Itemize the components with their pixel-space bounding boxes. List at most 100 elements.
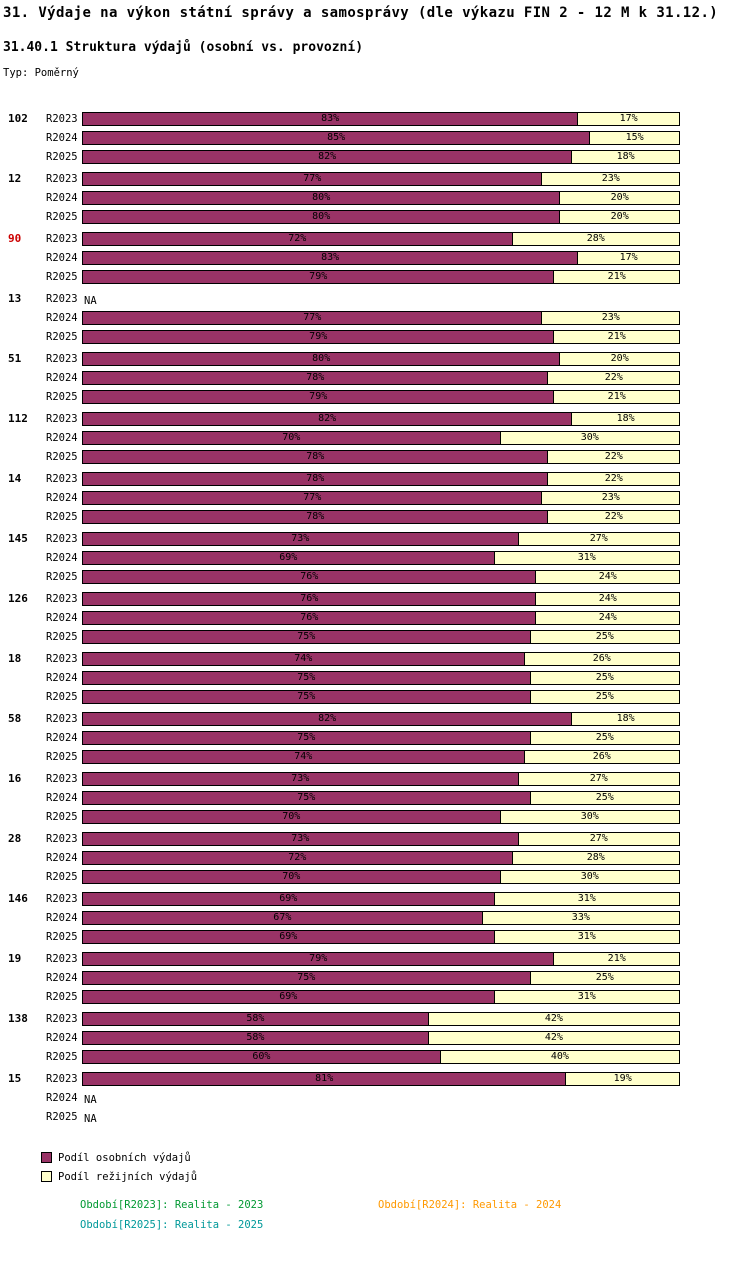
stacked-bar: 78% 22% xyxy=(82,370,680,385)
type-label: Typ: Poměrný xyxy=(3,67,79,79)
segment-personal: 70% xyxy=(82,809,501,824)
bar-row: 16 R2023 73% 27% xyxy=(0,769,750,788)
bar-row: R2024 80% 20% xyxy=(0,188,750,207)
bar-row: R2024 85% 15% xyxy=(0,128,750,147)
stacked-bar: 75% 25% xyxy=(82,730,680,745)
segment-personal: 79% xyxy=(82,269,555,284)
bar-area: NA xyxy=(82,1107,680,1126)
segment-overhead: 22% xyxy=(547,471,680,486)
bar-area: 81% 19% xyxy=(82,1071,680,1086)
group-label: 102 xyxy=(8,112,28,125)
bar-area: NA xyxy=(82,1088,680,1107)
bar-row: 126 R2023 76% 24% xyxy=(0,589,750,608)
bar-group: 13 R2023 NA R2024 77% 23% R2025 79% 21% xyxy=(0,289,750,346)
bar-area: 80% 20% xyxy=(82,190,680,205)
segment-overhead: 20% xyxy=(559,209,680,224)
segment-personal: 69% xyxy=(82,929,495,944)
bar-area: 77% 23% xyxy=(82,171,680,186)
stacked-bar: 76% 24% xyxy=(82,591,680,606)
row-label: R2025 xyxy=(46,270,78,283)
page-title: 31. Výdaje na výkon státní správy a samo… xyxy=(3,5,719,21)
bar-row: R2024 83% 17% xyxy=(0,248,750,267)
group-label: 145 xyxy=(8,532,28,545)
segment-overhead: 22% xyxy=(547,370,680,385)
bar-area: 83% 17% xyxy=(82,111,680,126)
bar-area: 70% 30% xyxy=(82,869,680,884)
bar-area: 75% 25% xyxy=(82,629,680,644)
segment-personal: 76% xyxy=(82,591,537,606)
bar-row: 28 R2023 73% 27% xyxy=(0,829,750,848)
stacked-bar: 77% 23% xyxy=(82,171,680,186)
segment-personal: 80% xyxy=(82,351,561,366)
segment-personal: 69% xyxy=(82,989,495,1004)
stacked-bar: 78% 22% xyxy=(82,449,680,464)
bar-area: 79% 21% xyxy=(82,951,680,966)
bar-area: 60% 40% xyxy=(82,1049,680,1064)
group-label: 16 xyxy=(8,772,22,785)
bar-area: 75% 25% xyxy=(82,730,680,745)
segment-overhead: 31% xyxy=(493,891,680,906)
bar-area: 79% 21% xyxy=(82,329,680,344)
segment-overhead: 22% xyxy=(547,509,680,524)
na-label: NA xyxy=(84,1113,97,1125)
bar-row: 138 R2023 58% 42% xyxy=(0,1009,750,1028)
stacked-bar: 67% 33% xyxy=(82,910,680,925)
row-label: R2025 xyxy=(46,510,78,523)
stacked-bar: 69% 31% xyxy=(82,891,680,906)
group-label: 12 xyxy=(8,172,22,185)
segment-overhead: 30% xyxy=(499,809,680,824)
bar-row: R2024 78% 22% xyxy=(0,368,750,387)
row-label: R2024 xyxy=(46,491,78,504)
row-label: R2025 xyxy=(46,390,78,403)
bar-group: 112 R2023 82% 18% R2024 70% 30% R2025 78% 22% xyxy=(0,409,750,466)
bar-area: 69% 31% xyxy=(82,550,680,565)
stacked-bar: 70% 30% xyxy=(82,430,680,445)
segment-personal: 83% xyxy=(82,250,579,265)
segment-overhead: 25% xyxy=(529,730,680,745)
segment-overhead: 18% xyxy=(571,411,680,426)
bar-area: 76% 24% xyxy=(82,591,680,606)
row-label: R2025 xyxy=(46,630,78,643)
bar-group: 28 R2023 73% 27% R2024 72% 28% R2025 70% 30% xyxy=(0,829,750,886)
row-label: R2023 xyxy=(46,772,78,785)
row-label: R2023 xyxy=(46,592,78,605)
bar-area: 72% 28% xyxy=(82,850,680,865)
bar-row: R2024 75% 25% xyxy=(0,788,750,807)
segment-personal: 78% xyxy=(82,509,549,524)
legend-label: Podíl osobních výdajů xyxy=(58,1151,191,1164)
stacked-bar: 72% 28% xyxy=(82,231,680,246)
row-label: R2024 xyxy=(46,1091,78,1104)
stacked-bar: 76% 24% xyxy=(82,569,680,584)
bar-area: 78% 22% xyxy=(82,471,680,486)
bar-area: 82% 18% xyxy=(82,149,680,164)
stacked-bar: 76% 24% xyxy=(82,610,680,625)
row-label: R2025 xyxy=(46,210,78,223)
segment-overhead: 19% xyxy=(565,1071,680,1086)
bar-area: 83% 17% xyxy=(82,250,680,265)
row-label: R2023 xyxy=(46,472,78,485)
bar-area: 58% 42% xyxy=(82,1030,680,1045)
stacked-bar: 69% 31% xyxy=(82,550,680,565)
segment-overhead: 28% xyxy=(511,231,680,246)
row-label: R2024 xyxy=(46,311,78,324)
stacked-bar: 82% 18% xyxy=(82,411,680,426)
segment-personal: 76% xyxy=(82,569,537,584)
stacked-bar: 69% 31% xyxy=(82,989,680,1004)
stacked-bar: 70% 30% xyxy=(82,809,680,824)
segment-personal: 72% xyxy=(82,231,513,246)
bar-row: R2024 76% 24% xyxy=(0,608,750,627)
bar-row: R2025 79% 21% xyxy=(0,267,750,286)
stacked-bar: 58% 42% xyxy=(82,1030,680,1045)
bar-row: 18 R2023 74% 26% xyxy=(0,649,750,668)
bar-group: 12 R2023 77% 23% R2024 80% 20% R2025 80% 20% xyxy=(0,169,750,226)
bar-group: 15 R2023 81% 19% R2024 NA R2025 NA xyxy=(0,1069,750,1126)
stacked-bar: 73% 27% xyxy=(82,831,680,846)
bar-area: 77% 23% xyxy=(82,490,680,505)
bar-area: 58% 42% xyxy=(82,1011,680,1026)
bar-chart: 102 R2023 83% 17% R2024 85% 15% R2025 82% 18% 12 R2… xyxy=(0,109,750,1126)
segment-personal: 82% xyxy=(82,149,573,164)
segment-overhead: 30% xyxy=(499,430,680,445)
row-label: R2024 xyxy=(46,431,78,444)
bar-row: R2024 77% 23% xyxy=(0,488,750,507)
segment-overhead: 18% xyxy=(571,149,680,164)
